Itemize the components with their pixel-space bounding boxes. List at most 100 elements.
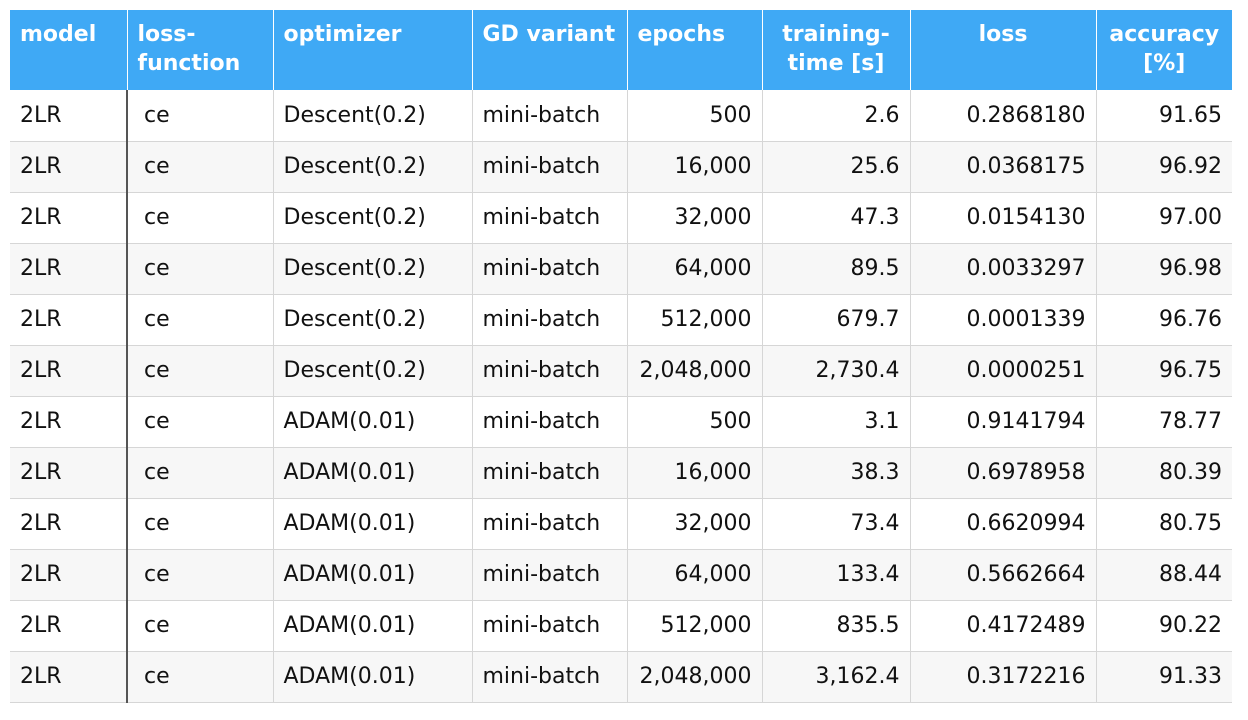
cell-optimizer: Descent(0.2) [273,192,473,244]
table-row: 2LR ce ADAM(0.01) mini-batch 512,000 835.5 0.4… [10,600,1232,652]
cell-loss: 0.0368175 [910,141,1097,193]
cell-loss-function: ce [127,294,274,346]
cell-epochs: 512,000 [627,600,763,652]
cell-model: 2LR [10,396,128,448]
cell-loss: 0.0033297 [910,243,1097,295]
table-row: 2LR ce ADAM(0.01) mini-batch 64,000 133.4 0.56… [10,549,1232,601]
cell-epochs: 500 [627,90,763,142]
cell-epochs: 500 [627,396,763,448]
cell-model: 2LR [10,651,128,703]
cell-loss-function: ce [127,396,274,448]
cell-loss: 0.4172489 [910,600,1097,652]
cell-accuracy: 78.77 [1096,396,1232,448]
cell-training-time: 2.6 [762,90,911,142]
cell-accuracy: 80.39 [1096,447,1232,499]
cell-loss-function: ce [127,243,274,295]
cell-loss-function: ce [127,192,274,244]
cell-model: 2LR [10,345,128,397]
cell-training-time: 25.6 [762,141,911,193]
cell-accuracy: 90.22 [1096,600,1232,652]
table-row: 2LR ce ADAM(0.01) mini-batch 16,000 38.3 0.697… [10,447,1232,499]
cell-training-time: 133.4 [762,549,911,601]
cell-gd-variant: mini-batch [472,549,628,601]
header-training-time: training- time [s] [762,10,911,90]
cell-model: 2LR [10,549,128,601]
cell-loss-function: ce [127,447,274,499]
cell-loss-function: ce [127,90,274,142]
header-loss-function: loss- function [127,10,274,90]
table-row: 2LR ce Descent(0.2) mini-batch 512,000 679.7 0… [10,294,1232,346]
cell-loss-function: ce [127,345,274,397]
cell-model: 2LR [10,243,128,295]
cell-training-time: 835.5 [762,600,911,652]
cell-loss-function: ce [127,141,274,193]
cell-accuracy: 91.33 [1096,651,1232,703]
cell-loss: 0.0154130 [910,192,1097,244]
cell-epochs: 16,000 [627,141,763,193]
cell-optimizer: ADAM(0.01) [273,498,473,550]
results-table: model loss- function optimizer GD varian… [10,10,1232,703]
cell-accuracy: 80.75 [1096,498,1232,550]
cell-epochs: 2,048,000 [627,651,763,703]
cell-optimizer: Descent(0.2) [273,345,473,397]
cell-gd-variant: mini-batch [472,243,628,295]
cell-loss: 0.3172216 [910,651,1097,703]
cell-epochs: 512,000 [627,294,763,346]
cell-gd-variant: mini-batch [472,498,628,550]
table-row: 2LR ce ADAM(0.01) mini-batch 32,000 73.4 0.662… [10,498,1232,550]
cell-model: 2LR [10,294,128,346]
table-row: 2LR ce ADAM(0.01) mini-batch 500 3.1 0.9141794… [10,396,1232,448]
results-table-container: model loss- function optimizer GD varian… [10,10,1232,703]
cell-training-time: 47.3 [762,192,911,244]
cell-accuracy: 96.76 [1096,294,1232,346]
cell-accuracy: 97.00 [1096,192,1232,244]
cell-gd-variant: mini-batch [472,141,628,193]
header-optimizer: optimizer [273,10,473,90]
header-epochs: epochs [627,10,763,90]
cell-optimizer: ADAM(0.01) [273,549,473,601]
cell-optimizer: ADAM(0.01) [273,396,473,448]
header-accuracy: accuracy [%] [1096,10,1232,90]
cell-training-time: 2,730.4 [762,345,911,397]
cell-epochs: 64,000 [627,549,763,601]
table-body: 2LR ce Descent(0.2) mini-batch 500 2.6 0.28681… [10,90,1232,703]
cell-gd-variant: mini-batch [472,447,628,499]
header-gd-variant: GD variant [472,10,628,90]
cell-optimizer: ADAM(0.01) [273,651,473,703]
cell-accuracy: 96.92 [1096,141,1232,193]
cell-optimizer: ADAM(0.01) [273,447,473,499]
cell-model: 2LR [10,447,128,499]
cell-training-time: 679.7 [762,294,911,346]
header-loss: loss [910,10,1097,90]
cell-loss-function: ce [127,600,274,652]
cell-gd-variant: mini-batch [472,192,628,244]
cell-model: 2LR [10,192,128,244]
cell-loss: 0.0001339 [910,294,1097,346]
cell-gd-variant: mini-batch [472,90,628,142]
cell-epochs: 64,000 [627,243,763,295]
cell-gd-variant: mini-batch [472,345,628,397]
cell-accuracy: 88.44 [1096,549,1232,601]
cell-epochs: 16,000 [627,447,763,499]
cell-training-time: 3.1 [762,396,911,448]
header-model: model [10,10,128,90]
cell-loss: 0.6620994 [910,498,1097,550]
cell-training-time: 38.3 [762,447,911,499]
header-row: model loss- function optimizer GD varian… [10,10,1232,90]
cell-gd-variant: mini-batch [472,294,628,346]
cell-gd-variant: mini-batch [472,651,628,703]
cell-training-time: 73.4 [762,498,911,550]
cell-epochs: 32,000 [627,192,763,244]
table-row: 2LR ce Descent(0.2) mini-batch 2,048,000 2,73… [10,345,1232,397]
cell-optimizer: Descent(0.2) [273,243,473,295]
cell-loss-function: ce [127,549,274,601]
cell-model: 2LR [10,600,128,652]
cell-loss: 0.6978958 [910,447,1097,499]
cell-accuracy: 96.98 [1096,243,1232,295]
cell-accuracy: 91.65 [1096,90,1232,142]
cell-optimizer: Descent(0.2) [273,141,473,193]
cell-epochs: 2,048,000 [627,345,763,397]
cell-optimizer: Descent(0.2) [273,294,473,346]
cell-loss-function: ce [127,651,274,703]
cell-accuracy: 96.75 [1096,345,1232,397]
